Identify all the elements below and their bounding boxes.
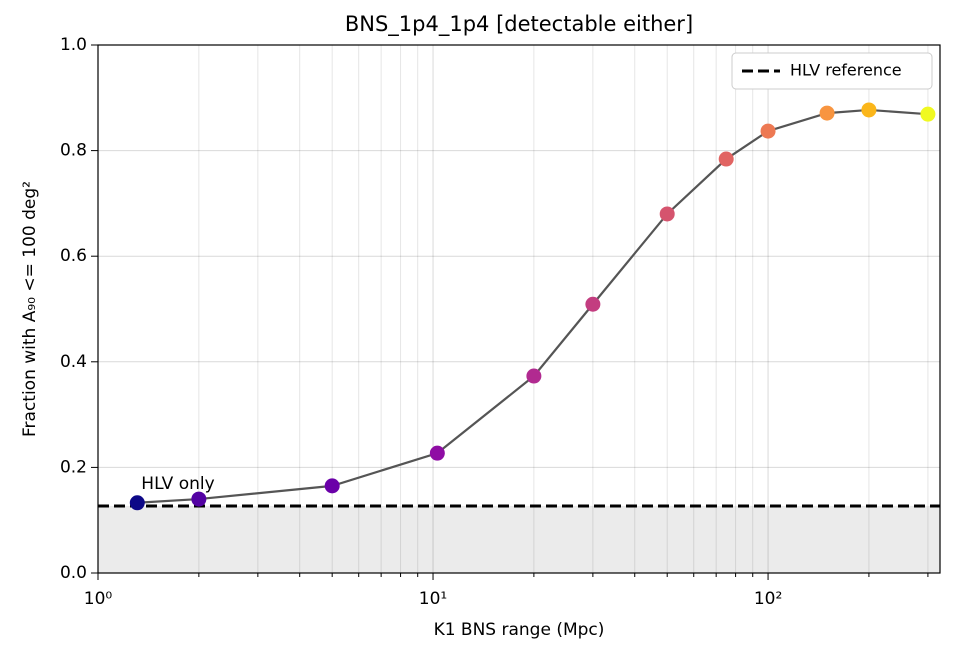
data-point [191,491,207,507]
data-point [760,123,776,139]
plot-frame [97,44,941,574]
legend-label: HLV reference [790,61,902,80]
y-axis-label: Fraction with A₉₀ <= 100 deg² [20,181,40,437]
data-point [659,206,675,222]
data-point [718,151,734,167]
y-tick-label: 1.0 [60,35,87,55]
x-axis-label: K1 BNS range (Mpc) [434,620,605,640]
y-tick-label: 0.0 [60,563,87,583]
data-point [526,368,542,384]
data-line [137,108,928,504]
chart-title: BNS_1p4_1p4 [detectable either] [345,12,693,37]
x-tick-label: 10² [754,589,782,609]
data-point [819,105,835,121]
reference-band [98,505,940,573]
y-tick-label: 0.4 [60,352,87,372]
data-point [920,106,936,122]
y-tick-label: 0.8 [60,141,87,161]
data-point [324,478,340,494]
annotation: HLV only [141,474,214,494]
x-tick-label: 10¹ [419,589,447,609]
x-tick-label: 10⁰ [84,589,113,609]
y-tick-label: 0.2 [60,457,87,477]
data-point [429,445,445,461]
data-point [129,495,145,511]
y-tick-label: 0.6 [60,246,87,266]
legend-box [731,52,933,90]
data-point [585,296,601,312]
data-point [861,102,877,118]
